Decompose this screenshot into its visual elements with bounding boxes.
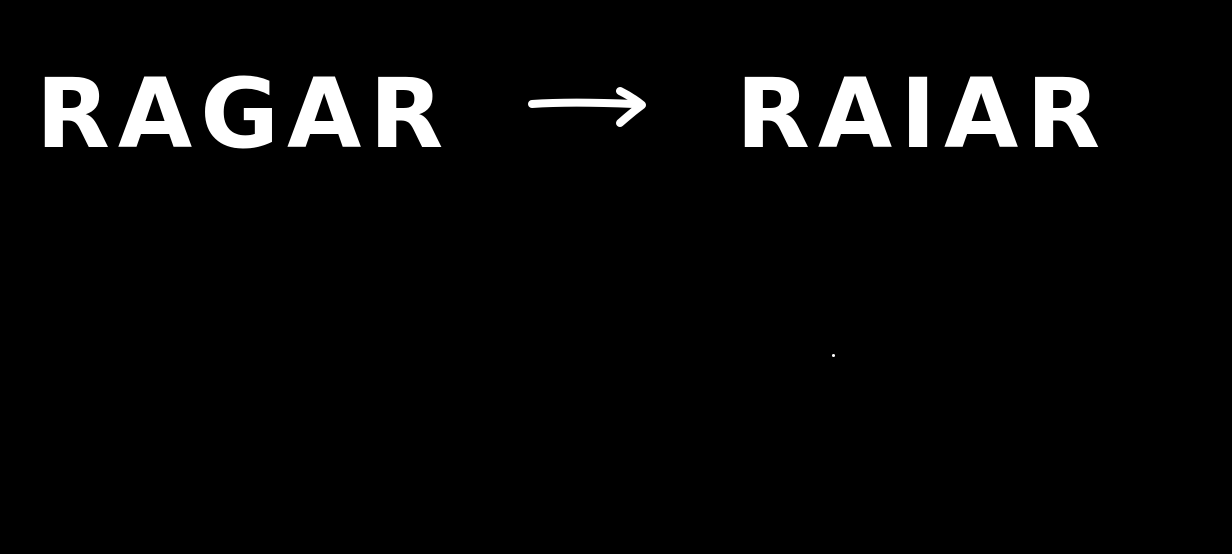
right-arrow-icon (528, 87, 646, 127)
source-word: RAGAR (36, 58, 452, 170)
ink-dot (832, 354, 835, 357)
target-word: RAIAR (736, 58, 1109, 170)
